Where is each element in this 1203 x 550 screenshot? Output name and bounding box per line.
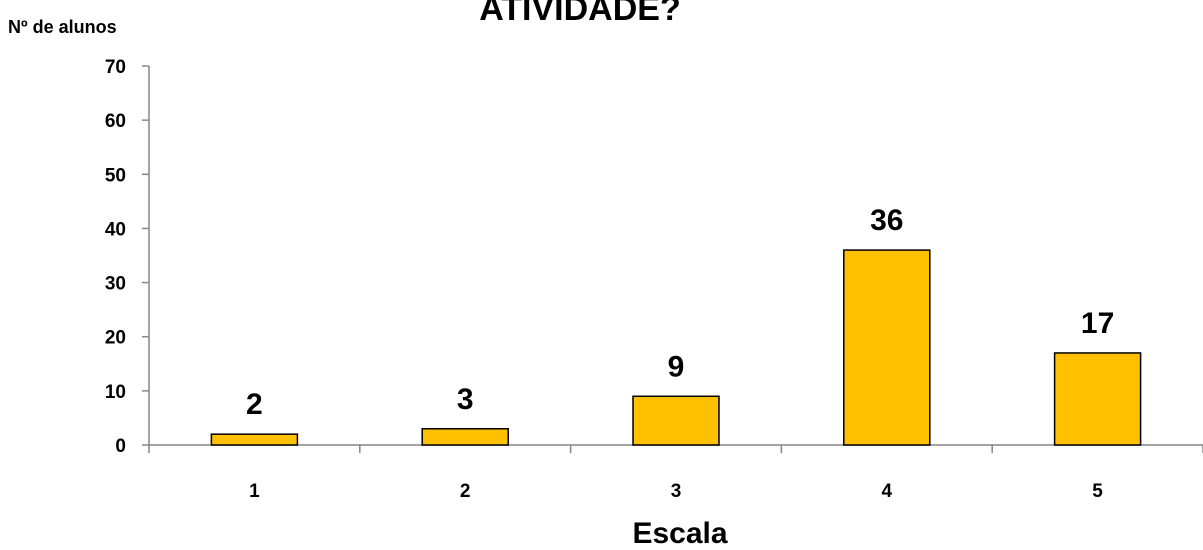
y-tick-label: 30 (105, 274, 126, 295)
bar (421, 428, 509, 446)
y-tick-label: 20 (105, 328, 126, 349)
y-tick-label: 10 (105, 382, 126, 403)
y-tick-label: 60 (105, 111, 126, 132)
axes: 0 10 20 30 40 50 60 70 (105, 57, 1203, 457)
bar (210, 433, 299, 446)
data-label: 2 (246, 388, 263, 421)
data-label: 17 (1081, 307, 1114, 340)
y-tick-label: 50 (105, 165, 126, 186)
data-label: 3 (457, 383, 474, 416)
labels: 1 2 2 3 3 9 4 36 5 17 (246, 204, 1114, 502)
bars (210, 249, 1142, 446)
x-tick-label: 2 (460, 481, 471, 502)
y-axis-title: Nº de alunos (8, 17, 117, 37)
data-label: 9 (668, 350, 685, 383)
y-tick-label: 0 (115, 436, 126, 457)
x-tick-label: 1 (249, 481, 260, 502)
x-tick-label: 3 (671, 481, 682, 502)
x-tick-label: 5 (1092, 481, 1103, 502)
bar (1053, 352, 1142, 446)
y-tick-label: 70 (105, 57, 126, 78)
bar (843, 249, 931, 446)
x-tick-label: 4 (882, 481, 893, 502)
data-label: 36 (870, 204, 903, 237)
bar (632, 395, 720, 446)
chart-title: ATIVIDADE? (479, 0, 680, 28)
x-axis-title: Escala (632, 517, 727, 550)
y-tick-label: 40 (105, 219, 126, 240)
